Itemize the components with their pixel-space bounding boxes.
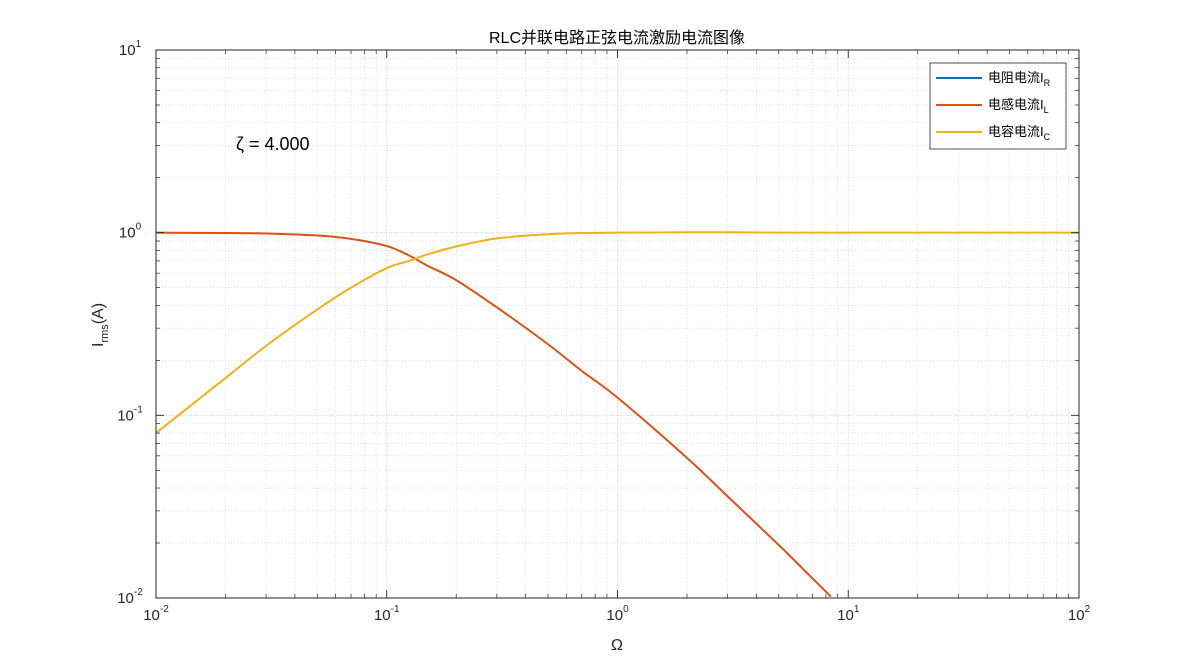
legend-label-inductor: 电感电流I [988, 97, 1044, 112]
x-tick-label: 10-2 [143, 604, 169, 624]
x-tick-exponent: -2 [160, 604, 169, 615]
legend-entry-capacitor-current: 电容电流IC [936, 124, 1051, 142]
y-axis-label-suffix: (A) [90, 303, 107, 324]
y-tick-label: 10-1 [117, 404, 143, 424]
zeta-annotation: ζ = 4.000 [236, 134, 310, 154]
y-tick-base: 10 [119, 42, 136, 59]
y-axis-label: Irms(A) [90, 303, 111, 347]
x-tick-label: 100 [606, 604, 629, 624]
x-tick-labels: 10-2 10-1 100 101 102 [143, 604, 1090, 624]
series-layer [156, 231, 1079, 598]
series-line-L [156, 231, 832, 598]
x-tick-base: 10 [606, 607, 623, 624]
x-tick-base: 10 [143, 607, 160, 624]
legend-sub-resistor: R [1044, 78, 1051, 88]
plot-area [156, 50, 1079, 598]
x-tick-exponent: 0 [623, 604, 629, 615]
legend-entry-resistor-current: 电阻电流IR [936, 70, 1051, 88]
x-tick-label: 102 [1068, 604, 1091, 624]
y-tick-base: 10 [119, 225, 136, 242]
series-line-C [156, 231, 1079, 434]
y-axis-label-main: I [90, 343, 107, 347]
x-tick-label: 101 [837, 604, 860, 624]
y-axis-label-sub: rms [99, 324, 111, 343]
y-tick-base: 10 [117, 407, 134, 424]
y-tick-label: 100 [119, 222, 142, 242]
y-tick-exponent: -1 [134, 404, 143, 415]
svg-text:电阻电流IR: 电阻电流IR [988, 70, 1051, 88]
x-tick-base: 10 [374, 607, 391, 624]
legend-label-resistor: 电阻电流I [988, 70, 1044, 85]
legend-label-capacitor: 电容电流I [988, 124, 1044, 139]
x-tick-base: 10 [837, 607, 854, 624]
x-axis-label: Ω [611, 637, 623, 654]
y-tick-base: 10 [117, 590, 134, 607]
legend-entry-inductor-current: 电感电流IL [936, 97, 1049, 115]
y-tick-label: 101 [119, 39, 142, 59]
x-tick-exponent: 1 [854, 604, 860, 615]
legend-sub-capacitor: C [1044, 132, 1051, 142]
minor-grid [156, 50, 1079, 598]
legend-sub-inductor: L [1044, 105, 1049, 115]
y-tick-label: 10-2 [117, 587, 143, 607]
y-tick-exponent: 0 [136, 222, 142, 233]
svg-text:电感电流IL: 电感电流IL [988, 97, 1049, 115]
svg-text:Irms(A): Irms(A) [90, 303, 111, 347]
x-tick-exponent: -1 [391, 604, 400, 615]
tick-marks [155, 49, 1080, 599]
legend: 电阻电流IR 电感电流IL 电容电流IC [929, 62, 1067, 150]
x-tick-exponent: 2 [1085, 604, 1091, 615]
x-tick-label: 10-1 [374, 604, 400, 624]
y-tick-exponent: 1 [136, 39, 142, 50]
chart-title: RLC并联电路正弦电流激励电流图像 [489, 29, 745, 47]
y-tick-exponent: -2 [134, 587, 143, 598]
svg-text:电容电流IC: 电容电流IC [988, 124, 1051, 142]
x-tick-base: 10 [1068, 607, 1085, 624]
